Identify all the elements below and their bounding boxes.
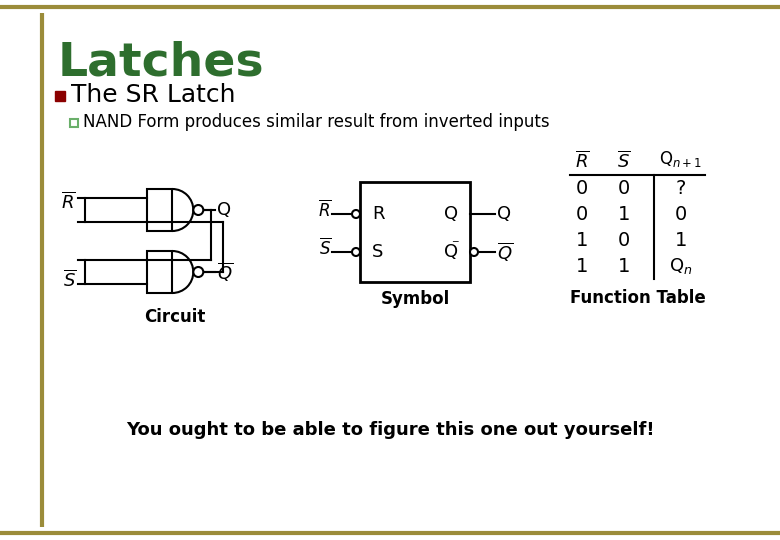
Text: ?: ? bbox=[675, 179, 686, 198]
Text: $\overline{R}$: $\overline{R}$ bbox=[62, 192, 76, 212]
Text: $\overline{S}$: $\overline{S}$ bbox=[320, 238, 332, 259]
Text: _: _ bbox=[452, 232, 458, 242]
Text: 0: 0 bbox=[618, 231, 630, 249]
Text: NAND Form produces similar result from inverted inputs: NAND Form produces similar result from i… bbox=[83, 113, 550, 131]
Text: 0: 0 bbox=[618, 179, 630, 198]
Text: $\overline{Q}$: $\overline{Q}$ bbox=[497, 241, 513, 264]
Text: $\overline{R}$: $\overline{R}$ bbox=[318, 199, 332, 220]
Text: You ought to be able to figure this one out yourself!: You ought to be able to figure this one … bbox=[126, 421, 654, 439]
Text: Latches: Latches bbox=[58, 40, 264, 85]
Bar bbox=[147, 251, 172, 293]
Text: $\overline{S}$: $\overline{S}$ bbox=[617, 150, 631, 171]
Circle shape bbox=[193, 267, 204, 277]
Bar bbox=[360, 182, 470, 282]
Text: Circuit: Circuit bbox=[144, 308, 206, 326]
Text: R: R bbox=[372, 205, 385, 223]
Text: Q: Q bbox=[218, 201, 232, 219]
Bar bbox=[70, 119, 78, 127]
Bar bbox=[147, 189, 172, 231]
Text: Q$_{n+1}$: Q$_{n+1}$ bbox=[659, 149, 703, 169]
Text: 1: 1 bbox=[618, 205, 630, 224]
Text: Q: Q bbox=[444, 243, 458, 261]
Circle shape bbox=[352, 210, 360, 218]
Text: Symbol: Symbol bbox=[381, 290, 449, 308]
Text: Q: Q bbox=[497, 205, 511, 223]
Text: 1: 1 bbox=[618, 256, 630, 275]
Text: 0: 0 bbox=[576, 179, 588, 198]
Text: 1: 1 bbox=[576, 231, 588, 249]
Text: 1: 1 bbox=[576, 256, 588, 275]
Circle shape bbox=[352, 248, 360, 256]
Text: $\overline{S}$: $\overline{S}$ bbox=[62, 269, 76, 291]
Text: S: S bbox=[372, 243, 384, 261]
Text: 0: 0 bbox=[675, 205, 687, 224]
Text: 0: 0 bbox=[576, 205, 588, 224]
Text: $\overline{Q}$: $\overline{Q}$ bbox=[218, 261, 233, 284]
Circle shape bbox=[470, 248, 478, 256]
Bar bbox=[55, 91, 65, 101]
Text: Function Table: Function Table bbox=[569, 289, 705, 307]
Text: Q$_n$: Q$_n$ bbox=[669, 256, 693, 276]
Text: 1: 1 bbox=[675, 231, 687, 249]
Circle shape bbox=[193, 205, 204, 215]
Text: The SR Latch: The SR Latch bbox=[71, 83, 236, 107]
Text: $\overline{R}$: $\overline{R}$ bbox=[575, 150, 589, 171]
Text: Q: Q bbox=[444, 205, 458, 223]
